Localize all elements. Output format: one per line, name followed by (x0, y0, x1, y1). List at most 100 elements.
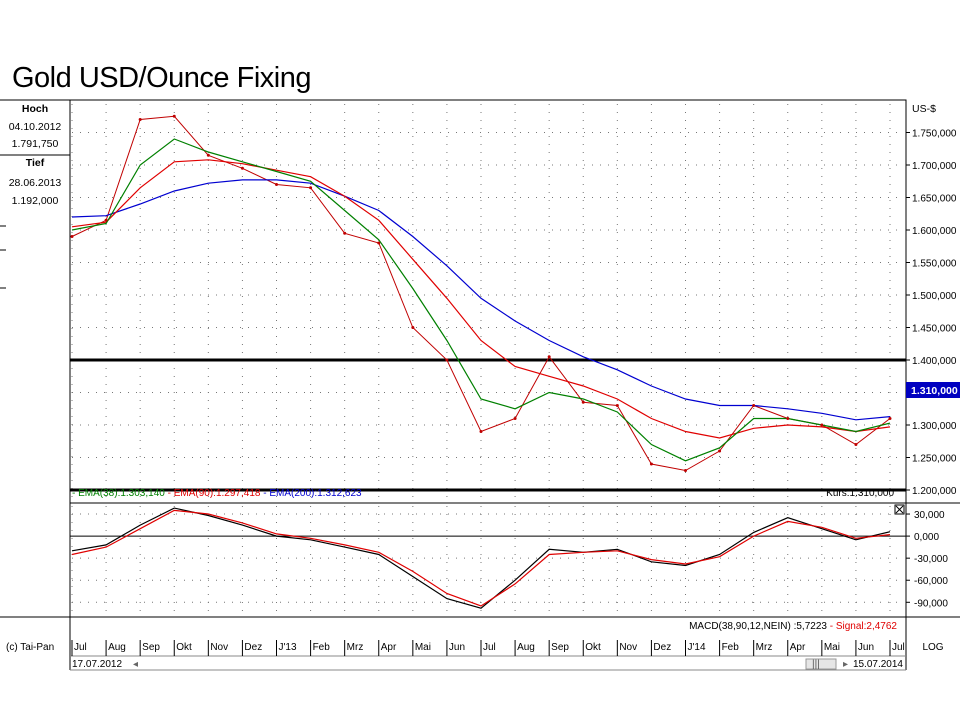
copyright: (c) Tai-Pan (6, 642, 54, 653)
month-label: Mai (415, 642, 431, 653)
price-point (718, 449, 722, 453)
macd-axis: 30,000 0,000 -30,000 -60,000 -90,000 (906, 510, 948, 609)
macd-tick-label: -60,000 (914, 576, 948, 587)
month-label: J'14 (688, 642, 706, 653)
price-tick-label: 1.500,000 (912, 291, 957, 302)
month-label: Mrz (347, 642, 364, 653)
high-value: 1.791,750 (12, 138, 59, 150)
scroll-left-icon[interactable]: ◂ (133, 659, 138, 670)
start-date: 17.07.2012 (72, 659, 122, 670)
month-label: Apr (790, 642, 806, 653)
price-point (445, 358, 449, 362)
series-line-ema-38- (71, 138, 891, 462)
chart-title: Gold USD/Ounce Fixing (12, 62, 311, 94)
month-label: Nov (210, 642, 228, 653)
macd-tick-label: 0,000 (914, 532, 939, 543)
month-label: Okt (585, 642, 601, 653)
high-date: 04.10.2012 (9, 121, 62, 133)
price-point (343, 231, 347, 235)
legend-ema200: - (263, 488, 269, 499)
series-line-kurs (71, 115, 891, 472)
price-point (309, 186, 313, 190)
macd-series-group (71, 507, 891, 609)
month-label: Dez (653, 642, 671, 653)
price-axis: 1.750,000 1.700,000 1.650,000 1.600,000 1.55… (906, 129, 957, 497)
signal-sep: - (827, 621, 836, 632)
price-point (138, 118, 142, 121)
price-point (820, 423, 824, 427)
signal-legend-text: Signal:2,4762 (836, 621, 898, 632)
macd-tick-label: 30,000 (914, 510, 945, 521)
price-tick-label: 1.400,000 (912, 356, 957, 367)
legend-kurs: Kurs:1.310,000 (826, 488, 894, 499)
close-icon-stroke (895, 505, 904, 514)
month-label: Jun (858, 642, 874, 653)
month-label: Dez (244, 642, 262, 653)
macd-panel-frame (69, 502, 907, 618)
price-tick-label: 1.700,000 (912, 161, 957, 172)
price-tick-label: 1.550,000 (912, 259, 957, 270)
month-label: Mai (824, 642, 840, 653)
price-point (854, 443, 858, 446)
price-point (172, 114, 176, 118)
price-tick-label: 1.300,000 (912, 421, 957, 432)
month-axis: Jul Aug Sep Okt Nov Dez J'13 Feb Mrz Apr Mai Jun Jul… (71, 640, 905, 656)
price-point (411, 326, 415, 329)
price-point (615, 404, 619, 407)
month-label: Jun (449, 642, 465, 653)
price-tick-label: 1.650,000 (912, 194, 957, 205)
legend-ema200-text: EMA(200):1.312,623 (269, 488, 362, 499)
price-point (70, 235, 74, 238)
month-label: Aug (517, 642, 535, 653)
low-label: Tief (26, 157, 45, 169)
price-point (513, 417, 517, 420)
scrollbar-grip-icon: ||| (812, 659, 820, 670)
price-tick-label: 1.450,000 (912, 324, 957, 335)
last-price-label: 1.310,000 (911, 385, 958, 397)
month-label: Mrz (756, 642, 773, 653)
price-point (581, 400, 585, 404)
month-label: Aug (108, 642, 126, 653)
legend-ema38-text: EMA(38):1.303,140 (78, 488, 165, 499)
price-point (547, 355, 551, 359)
month-label: Jul (483, 642, 496, 653)
price-point (684, 469, 687, 472)
series-line-ema-200- (71, 179, 891, 421)
low-date: 28.06.2013 (9, 177, 62, 189)
legend-ema90-text: EMA(90):1.297,418 (174, 488, 261, 499)
price-point (786, 417, 790, 420)
price-tick-label: 1.600,000 (912, 226, 957, 237)
price-point (240, 166, 244, 170)
log-toggle[interactable]: LOG (922, 642, 943, 653)
currency-label: US-$ (912, 103, 936, 115)
price-point (888, 417, 892, 420)
price-point (206, 153, 210, 157)
price-tick-label: 1.250,000 (912, 454, 957, 465)
scrollbar-thumb[interactable] (805, 658, 837, 670)
month-label: Okt (176, 642, 192, 653)
high-label: Hoch (22, 103, 48, 115)
month-label: Nov (619, 642, 637, 653)
month-label: J'13 (279, 642, 297, 653)
legend: - EMA(38):1.303,140 - EMA(90):1.297,418 … (72, 488, 362, 499)
month-label: Feb (722, 642, 740, 653)
price-tick-label: 1.200,000 (912, 486, 957, 497)
signal-line (71, 509, 891, 607)
price-tick-label: 1.750,000 (912, 129, 957, 140)
price-series-group (70, 114, 892, 472)
price-point (377, 241, 381, 245)
month-label: Feb (313, 642, 331, 653)
month-label: Apr (381, 642, 397, 653)
price-point (752, 404, 756, 407)
last-price-box (906, 382, 960, 398)
series-line-ema-90- (71, 159, 891, 439)
end-date: 15.07.2014 (853, 659, 903, 670)
scroll-right-icon[interactable]: ▸ (843, 659, 848, 670)
price-point (649, 462, 653, 466)
legend-ema90: - (168, 488, 174, 499)
low-value: 1.192,000 (12, 195, 59, 207)
support-lines (70, 358, 906, 492)
month-label: Sep (142, 642, 160, 653)
month-label: Jul (74, 642, 87, 653)
